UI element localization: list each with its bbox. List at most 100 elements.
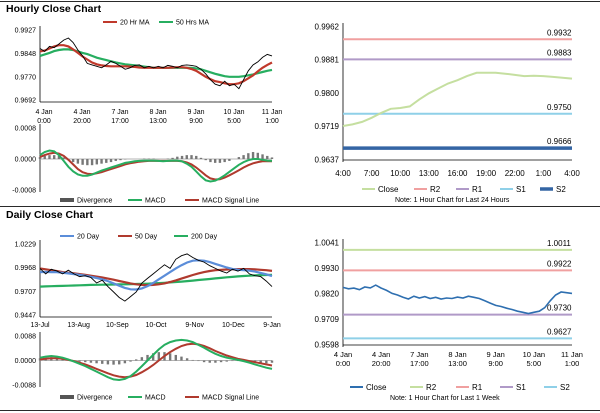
hourly-price-ytick-label-1: 0.9848 <box>15 51 37 58</box>
hourly-levels-xtick-2: 10:00 <box>390 169 411 178</box>
hourly-macd-series-macd <box>39 149 273 183</box>
hourly-price-xtick-time-2: 17:00 <box>111 118 129 125</box>
hourly-price-series-price <box>39 37 273 90</box>
hourly-levels-ytick-label-3: 0.9719 <box>315 122 340 131</box>
daily-levels-ytick-label-0: 1.0041 <box>315 239 340 248</box>
hourly-price-series-50-hrs-ma <box>39 48 273 78</box>
daily-levels-xtick-time-5: 5:00 <box>527 359 542 368</box>
daily-levels-xtick-day-3: 8 Jan <box>448 350 466 359</box>
daily-levels-level-label-s1: 0.9730 <box>547 304 572 313</box>
hourly-levels-note: Note: 1 Hour Chart for Last 24 Hours <box>395 197 510 204</box>
daily-levels-xtick-time-6: 1:00 <box>565 359 580 368</box>
hourly-price-xtick-time-5: 5:00 <box>227 118 241 125</box>
hourly-macd-legend-divergence-label: Divergence <box>77 198 113 205</box>
hourly-price-ytick-label-2: 0.9770 <box>15 74 37 81</box>
hourly-price-xtick-day-2: 7 Jan <box>111 109 128 116</box>
hourly-price-ytick-label-0: 0.9927 <box>15 28 37 35</box>
hourly-price-xtick-day-1: 4 Jan <box>73 109 90 116</box>
daily-levels-xtick-time-4: 9:00 <box>488 359 503 368</box>
daily-levels-legend-s1-label: S1 <box>516 383 526 392</box>
daily-section-title: Daily Close Chart <box>6 209 93 221</box>
daily-levels-ytick-label-4: 0.9598 <box>315 341 340 350</box>
hourly-price-xtick-time-0: 0:00 <box>37 118 51 125</box>
hourly-price-ytick-label-3: 0.9692 <box>15 98 37 105</box>
daily-levels-xtick-day-5: 10 Jan <box>523 350 546 359</box>
daily-price-series-price <box>39 253 273 302</box>
hourly-price-xtick-day-4: 9 Jan <box>187 109 204 116</box>
daily-macd-ytick-label-1: 0.0000 <box>15 358 37 365</box>
daily-levels-xtick-time-1: 20:00 <box>372 359 391 368</box>
daily-levels-ytick-label-2: 0.9820 <box>315 289 340 298</box>
hourly-levels-xtick-5: 19:00 <box>476 169 497 178</box>
hourly-levels-legend-s2-label: S2 <box>556 185 566 194</box>
daily-levels-legend-r2-label: R2 <box>426 383 437 392</box>
daily-macd-ytick-label-0: 0.0088 <box>15 334 37 341</box>
daily-price-xtick-6: 9-Jan <box>263 322 281 329</box>
hourly-price-xtick-day-3: 8 Jan <box>149 109 166 116</box>
hourly-levels-ytick-label-0: 0.9962 <box>315 23 340 32</box>
daily-levels-xtick-day-1: 4 Jan <box>372 350 390 359</box>
daily-levels-legend-r1-label: R1 <box>472 383 483 392</box>
daily-price-ytick-label-3: 0.9447 <box>15 313 37 320</box>
daily-levels-ytick-label-3: 0.9709 <box>315 315 340 324</box>
hourly-levels-legend-s1-label: S1 <box>516 185 526 194</box>
daily-levels-series-close <box>342 284 573 315</box>
hourly-price-xtick-day-6: 11 Jan <box>262 109 283 116</box>
daily-levels-legend-close-label: Close <box>366 383 387 392</box>
hourly-macd-legend-macd-label: MACD <box>145 198 166 205</box>
hourly-price-legend-20hr-label: 20 Hr MA <box>120 20 150 27</box>
hourly-price-xtick-time-6: 1:00 <box>265 118 279 125</box>
daily-macd-ytick-label-2: -0.0088 <box>12 383 36 390</box>
daily-price-xtick-5: 10-Dec <box>222 322 245 329</box>
daily-levels-xtick-day-0: 4 Jan <box>334 350 352 359</box>
daily-price-ytick-label-2: 0.9707 <box>15 289 37 296</box>
hourly-price-xtick-day-5: 10 Jan <box>223 109 244 116</box>
daily-price-xtick-1: 13-Aug <box>67 322 90 329</box>
hourly-levels-level-label-r2: 0.9932 <box>547 28 572 37</box>
hourly-levels-xtick-4: 16:00 <box>447 169 468 178</box>
hourly-macd-ytick-label-1: 0.0000 <box>15 157 37 164</box>
hourly-macd-legend-signal-label: MACD Signal Line <box>202 198 259 205</box>
hourly-price-xtick-time-3: 13:00 <box>149 118 167 125</box>
daily-price-xtick-2: 10-Sep <box>106 322 129 329</box>
daily-macd-series-macd <box>39 338 273 382</box>
daily-levels-xtick-time-2: 17:00 <box>410 359 429 368</box>
daily-price-xtick-3: 10-Oct <box>145 322 166 329</box>
hourly-levels-legend-r1-label: R1 <box>472 185 483 194</box>
daily-price-xtick-0: 13-Jul <box>30 322 50 329</box>
daily-price-series-200-day <box>39 273 273 288</box>
daily-levels-level-label-r2: 1.0011 <box>547 239 571 248</box>
hourly-levels-level-label-s2: 0.9666 <box>547 137 572 146</box>
daily-levels-level-label-s2: 0.9627 <box>547 327 572 336</box>
hourly-price-xtick-time-1: 20:00 <box>73 118 91 125</box>
daily-price-series-20-day <box>39 259 273 291</box>
hourly-levels-ytick-label-4: 0.9637 <box>315 156 340 165</box>
hourly-price-legend-50hr-label: 50 Hrs MA <box>176 20 209 27</box>
daily-price-ytick-label-0: 1.0229 <box>15 242 37 249</box>
daily-price-legend-200day-label: 200 Day <box>191 234 218 241</box>
hourly-macd-ytick-label-0: 0.0008 <box>15 126 37 133</box>
daily-levels-xtick-day-4: 9 Jan <box>486 350 504 359</box>
hourly-levels-level-label-s1: 0.9750 <box>547 103 572 112</box>
section-divider-middle <box>0 206 600 207</box>
daily-levels-legend-s2-label: S2 <box>560 383 570 392</box>
daily-macd-legend-macd-label: MACD <box>145 395 166 402</box>
daily-macd-legend-divergence-label: Divergence <box>77 395 113 402</box>
hourly-levels-series-close <box>342 71 573 127</box>
daily-levels-ytick-label-1: 0.9930 <box>315 264 340 273</box>
hourly-price-series-20-hr-ma <box>39 44 273 86</box>
daily-macd-legend-signal-label: MACD Signal Line <box>202 395 259 402</box>
daily-levels-xtick-day-2: 7 Jan <box>410 350 428 359</box>
daily-levels-xtick-day-6: 11 Jan <box>561 350 583 359</box>
hourly-levels-xtick-6: 22:00 <box>505 169 526 178</box>
hourly-price-xtick-time-4: 9:00 <box>189 118 203 125</box>
hourly-levels-legend-r2-label: R2 <box>430 185 441 194</box>
hourly-levels-legend-close-label: Close <box>378 185 399 194</box>
daily-price-legend-20day-label: 20 Day <box>77 234 100 241</box>
hourly-price-xtick-day-0: 4 Jan <box>35 109 52 116</box>
hourly-levels-ytick-label-1: 0.9881 <box>315 56 340 65</box>
section-divider-bottom <box>0 410 600 411</box>
daily-levels-note: Note: 1 Hour Chart for Last 1 Week <box>390 395 500 402</box>
hourly-levels-level-label-r1: 0.9883 <box>547 48 572 57</box>
section-divider-top <box>0 1 600 2</box>
